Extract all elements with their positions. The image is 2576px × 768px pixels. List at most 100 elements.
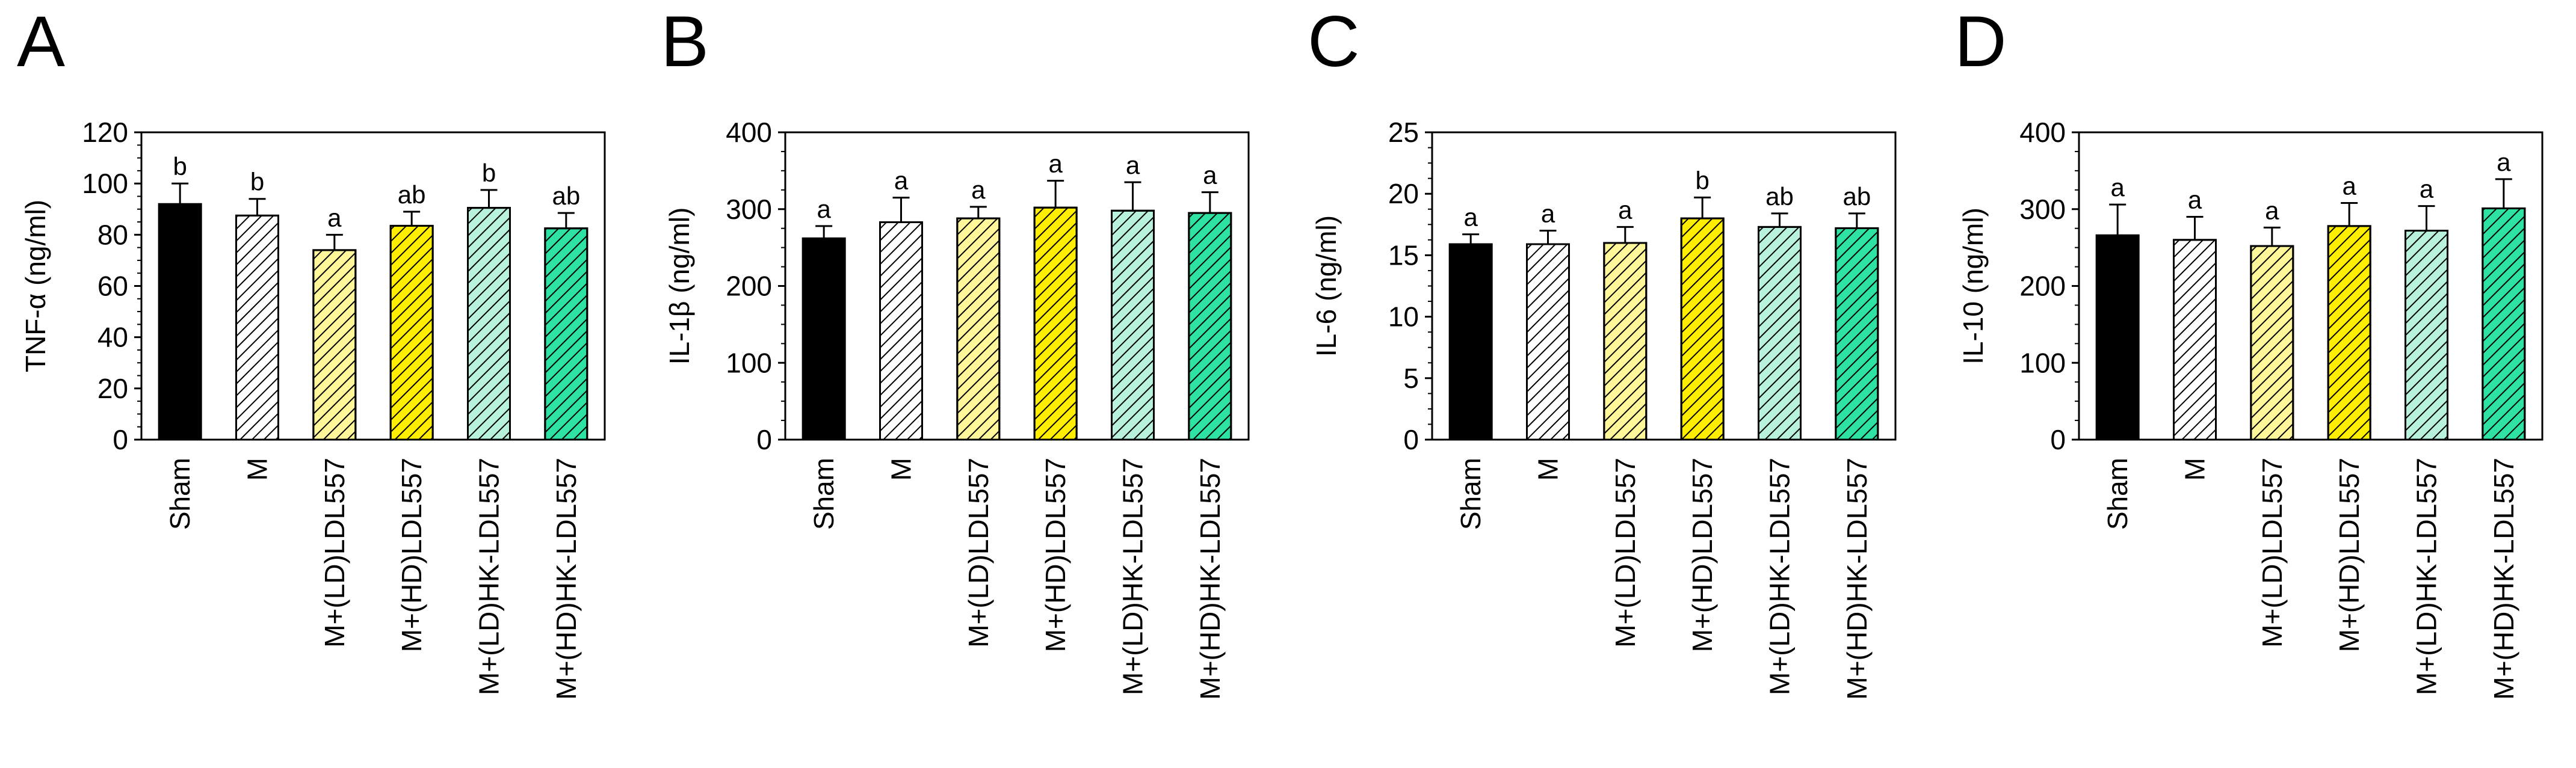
x-tick-label: M+(LD)LDL557: [1610, 458, 1641, 648]
y-axis-label: IL-10 (ng/ml): [1957, 207, 1989, 364]
significance-label: a: [817, 195, 831, 223]
significance-label: a: [2420, 175, 2434, 203]
significance-label: a: [2497, 148, 2511, 176]
significance-label: a: [1203, 161, 1217, 189]
y-axis-label: IL-6 (ng/ml): [1311, 215, 1342, 357]
significance-label: a: [894, 167, 909, 195]
x-tick-label: M+(LD)LDL557: [2256, 458, 2288, 648]
x-tick-label: M+(HD)LDL557: [1040, 458, 1071, 652]
x-tick-label: M+(LD)HK-LDL557: [2411, 458, 2442, 695]
bar: [1448, 243, 1493, 441]
y-tick-label: 100: [726, 347, 772, 378]
significance-label: a: [1541, 200, 1555, 228]
panel-B: B IL-1β (ng/ml) 0 100 200 300 400 a Sham a Ma M+(LD…: [661, 1, 1250, 700]
y-tick-label: 15: [1388, 239, 1419, 271]
bar-hatch: [2482, 207, 2526, 441]
bar-hatch: [879, 221, 923, 441]
bar-hatch: [1758, 226, 1802, 441]
significance-label: b: [173, 152, 187, 180]
plot-frame: [2078, 131, 2544, 441]
panel-letter: C: [1308, 1, 1360, 82]
significance-label: b: [1695, 166, 1709, 194]
y-tick-label: 120: [82, 117, 128, 148]
x-tick-label: M+(HD)HK-LDL557: [1194, 458, 1226, 700]
bar-hatch: [467, 207, 511, 441]
x-tick-label: Sham: [1455, 458, 1486, 530]
panel-C: C IL-6 (ng/ml) 0 5 10 15 20 25 a Sham a Ma M+(LD)LDL…: [1308, 1, 1897, 700]
bar-hatch: [1603, 242, 1648, 441]
y-axis-label: IL-1β (ng/ml): [664, 207, 695, 365]
y-tick-label: 20: [97, 373, 128, 404]
bar-hatch: [2250, 245, 2294, 441]
y-tick-label: 0: [1403, 424, 1419, 455]
bar-hatch: [1835, 227, 1879, 441]
x-tick-label: M: [2179, 458, 2211, 481]
significance-label: ab: [398, 180, 426, 209]
x-tick-label: M+(LD)HK-LDL557: [1764, 458, 1796, 695]
x-tick-label: M+(LD)HK-LDL557: [474, 458, 505, 695]
plot-frame: [140, 131, 606, 441]
bar: [158, 203, 202, 441]
panel-letter: D: [1954, 1, 2007, 82]
significance-label: a: [1126, 151, 1140, 179]
significance-label: a: [327, 203, 342, 232]
x-tick-label: M+(HD)HK-LDL557: [1841, 458, 1873, 700]
significance-label: a: [1463, 203, 1478, 232]
y-tick-label: 200: [2019, 271, 2066, 302]
bar-hatch: [312, 249, 357, 441]
x-tick-label: Sham: [808, 458, 839, 530]
x-tick-label: M+(LD)LDL557: [319, 458, 350, 648]
bar-hatch: [1033, 206, 1078, 441]
significance-label: a: [971, 176, 986, 204]
y-tick-label: 300: [726, 194, 772, 225]
bar-hatch: [1680, 217, 1725, 441]
y-tick-label: 20: [1388, 178, 1419, 209]
panel-D: D IL-10 (ng/ml) 0 100 200 300 400 a Sham a Ma M+(LD…: [1954, 1, 2544, 700]
y-tick-label: 100: [82, 168, 128, 199]
bar-hatch: [2405, 230, 2448, 441]
y-tick-label: 400: [726, 117, 772, 148]
x-tick-label: M+(LD)HK-LDL557: [1117, 458, 1149, 695]
bar-hatch: [2173, 239, 2217, 441]
x-tick-label: M+(HD)LDL557: [1687, 458, 1718, 652]
y-tick-label: 0: [113, 424, 128, 455]
y-tick-label: 300: [2019, 194, 2066, 225]
x-tick-label: M+(HD)LDL557: [2334, 458, 2365, 652]
plot-frame: [1431, 131, 1897, 441]
significance-label: a: [1618, 195, 1632, 224]
x-tick-label: M+(HD)HK-LDL557: [551, 458, 582, 700]
bar-hatch: [2327, 225, 2371, 441]
bar: [802, 237, 846, 441]
bar-hatch: [389, 224, 434, 441]
significance-label: ab: [552, 182, 580, 210]
significance-label: a: [2342, 172, 2356, 200]
significance-label: a: [2265, 196, 2279, 224]
y-tick-label: 200: [726, 271, 772, 302]
x-tick-label: M: [886, 458, 917, 481]
y-tick-label: 5: [1403, 363, 1419, 394]
y-tick-label: 400: [2019, 117, 2066, 148]
significance-label: ab: [1842, 182, 1871, 210]
y-tick-label: 100: [2019, 347, 2066, 378]
x-tick-label: Sham: [164, 458, 196, 530]
panel-letter: A: [17, 1, 65, 82]
x-tick-label: M: [1533, 458, 1564, 481]
bar-hatch: [1526, 243, 1570, 441]
x-tick-label: M+(HD)HK-LDL557: [2488, 458, 2519, 700]
x-tick-label: M+(LD)LDL557: [963, 458, 994, 648]
panel-letter: B: [661, 1, 709, 82]
y-tick-label: 0: [2050, 424, 2066, 455]
bar-hatch: [1188, 212, 1232, 441]
bar-hatch: [956, 217, 1001, 441]
y-tick-label: 80: [97, 219, 128, 250]
y-tick-label: 40: [97, 322, 128, 353]
y-tick-label: 60: [97, 271, 128, 302]
panel-A: A TNF-α (ng/ml) 0 20 40 60 80 100 120 b Sham b Ma M+(…: [17, 1, 606, 700]
significance-label: b: [482, 159, 496, 187]
y-tick-label: 0: [756, 424, 772, 455]
x-tick-label: M: [242, 458, 273, 481]
y-axis-label: TNF-α (ng/ml): [20, 200, 51, 372]
bar-hatch: [235, 214, 279, 441]
significance-label: a: [1048, 149, 1063, 177]
